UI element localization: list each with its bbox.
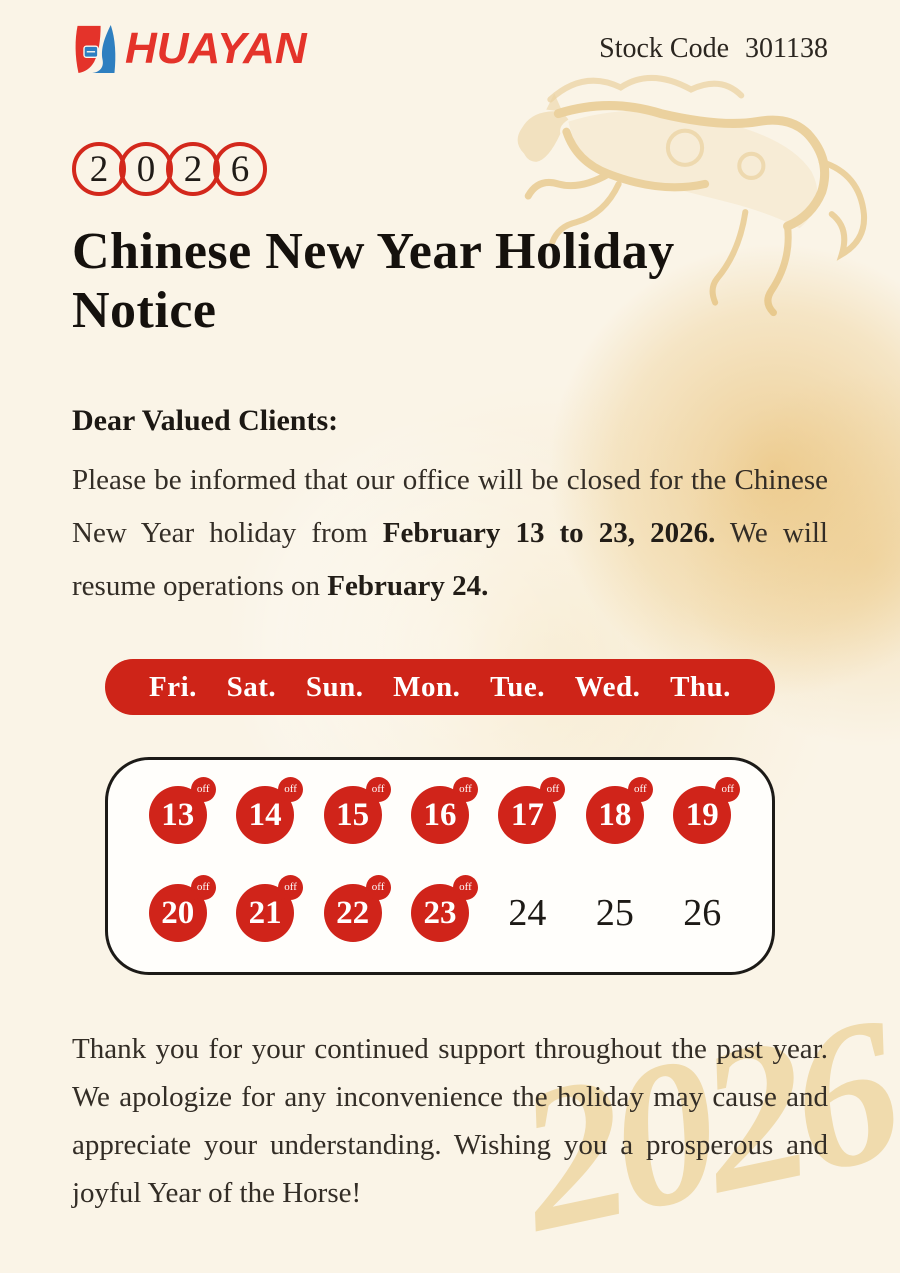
golden-horse-illustration — [517, 74, 868, 317]
notice-paragraph: Please be informed that our office will … — [72, 454, 828, 613]
day-number: 23 — [423, 894, 457, 931]
day-number: 16 — [423, 796, 457, 833]
company-logo: HUAYAN — [72, 22, 307, 76]
year-digit: 6 — [213, 142, 267, 196]
weekday-label: Tue. — [490, 670, 546, 703]
off-badge: off — [278, 777, 304, 802]
huayan-logo-icon — [75, 25, 116, 73]
header: HUAYAN Stock Code 301138 — [72, 0, 828, 73]
weekday-label: Sun. — [305, 670, 364, 703]
off-badge: off — [365, 777, 391, 802]
day-number: 17 — [510, 796, 544, 833]
year-digit: 0 — [119, 142, 173, 196]
off-badge: off — [190, 777, 216, 802]
calendar-day: 19 off — [673, 777, 741, 844]
calendar-day: 23 off — [410, 875, 478, 942]
off-badge: off — [627, 777, 653, 802]
calendar-day: 22 off — [323, 875, 391, 942]
day-number: 14 — [248, 796, 282, 833]
calendar-day: 14 off — [236, 777, 304, 844]
calendar-day: 18 off — [585, 777, 653, 844]
off-badge: off — [190, 875, 216, 900]
off-badge: off — [715, 777, 741, 802]
weekday-banner: Fri. Sat. Sun. Mon. Tue. Wed. Thu. — [105, 659, 775, 715]
year-digit: 2 — [72, 142, 126, 196]
day-number: 22 — [336, 894, 370, 931]
off-badge: off — [540, 777, 566, 802]
day-number: 21 — [248, 894, 282, 931]
off-badge: off — [452, 777, 478, 802]
year-digit: 2 — [166, 142, 220, 196]
day-number: 13 — [161, 796, 195, 833]
day-number: 15 — [336, 796, 370, 833]
calendar-day: 25 — [586, 884, 644, 942]
calendar-day: 24 — [498, 884, 556, 942]
stock-code-value: 301138 — [745, 33, 828, 64]
day-number: 24 — [508, 892, 547, 934]
weekday-label: Sat. — [226, 670, 277, 703]
greeting: Dear Valued Clients: — [72, 404, 339, 437]
day-number: 26 — [683, 892, 722, 934]
day-number: 20 — [161, 894, 195, 931]
off-badge: off — [278, 875, 304, 900]
day-number: 25 — [595, 892, 634, 934]
weekday-label: Mon. — [393, 670, 461, 703]
day-number: 18 — [598, 796, 632, 833]
resume-date: February 24. — [327, 570, 489, 602]
off-badge: off — [365, 875, 391, 900]
weekday-label: Wed. — [574, 670, 641, 703]
stock-code-label: Stock Code — [599, 33, 730, 64]
calendar-day: 16 off — [410, 777, 478, 844]
year-badge: 2 0 2 6 — [72, 142, 828, 196]
closure-dates: February 13 to 23, 2026. — [382, 517, 716, 549]
calendar-day: 26 — [673, 884, 731, 942]
calendar-day: 13 off — [148, 777, 216, 844]
calendar-day: 20 off — [148, 875, 216, 942]
page-title: Chinese New Year Holiday Notice — [72, 223, 675, 339]
calendar-day: 15 off — [323, 777, 391, 844]
calendar-day: 21 off — [236, 875, 304, 942]
weekday-label: Fri. — [149, 670, 197, 703]
weekday-label: Thu. — [670, 670, 731, 703]
calendar-card: 13 off 14 off 15 off 16 off 17 off 18 off 19 off 20 off… — [105, 757, 775, 975]
off-badge: off — [452, 875, 478, 900]
calendar-grid: 13 off 14 off 15 off 16 off 17 off 18 off 19 off 20 off… — [134, 777, 746, 942]
day-number: 19 — [685, 796, 719, 833]
stock-code: Stock Code 301138 — [599, 33, 828, 65]
logo-text: HUAYAN — [125, 24, 307, 73]
closing-paragraph: Thank you for your continued support thr… — [72, 1033, 828, 1209]
calendar-day: 17 off — [498, 777, 566, 844]
